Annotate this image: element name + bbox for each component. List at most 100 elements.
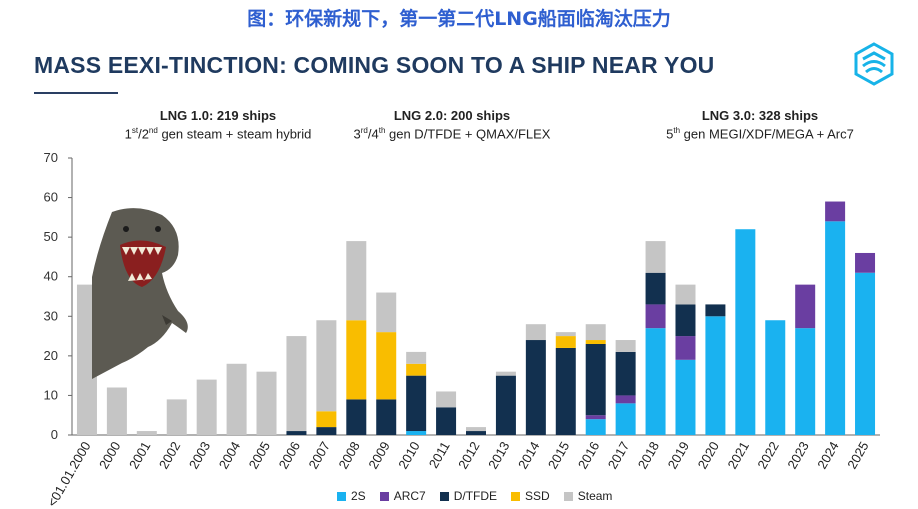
bar-steam <box>555 332 576 337</box>
x-tick-label: 2025 <box>844 439 871 472</box>
x-tick-label: 2020 <box>695 439 722 472</box>
x-tick-label: 2006 <box>276 439 303 472</box>
y-tick-label: 60 <box>44 190 58 205</box>
y-tick-label: 70 <box>44 150 58 165</box>
x-tick-label: 2013 <box>485 439 512 472</box>
bar-arc7 <box>825 201 846 222</box>
generation-title: LNG 1.0: 219 ships <box>159 108 277 123</box>
bar-2s <box>795 328 816 435</box>
bar-steam <box>196 379 217 435</box>
bar-2s <box>705 316 726 435</box>
legend-label: 2S <box>351 489 366 503</box>
dinosaur-illustration <box>92 208 188 379</box>
bar-d-tfde <box>705 304 726 317</box>
y-tick-label: 40 <box>44 269 58 284</box>
bar-ssd <box>585 340 606 344</box>
bar-d-tfde <box>555 347 576 435</box>
legend-label: SSD <box>525 489 550 503</box>
x-tick-label: 2019 <box>665 439 692 472</box>
bar-2s <box>765 320 786 435</box>
bar-steam <box>106 387 127 435</box>
bar-steam <box>675 284 696 305</box>
bar-2s <box>855 272 876 435</box>
bar-steam <box>525 324 546 341</box>
bar-steam <box>406 351 427 364</box>
x-tick-label: 2016 <box>575 439 602 472</box>
x-tick-label: 2004 <box>216 439 243 472</box>
y-tick-label: 30 <box>44 308 58 323</box>
bar-steam <box>256 371 277 435</box>
bar-d-tfde <box>645 272 666 305</box>
generation-title: LNG 3.0: 328 ships <box>701 108 819 123</box>
bar-arc7 <box>795 284 816 329</box>
company-logo-icon <box>854 42 894 86</box>
title-underline <box>34 92 118 94</box>
bar-steam <box>76 284 97 435</box>
legend-item: D/TFDE <box>439 489 498 503</box>
bar-2s <box>675 359 696 435</box>
bar-2s <box>735 229 756 435</box>
bar-steam <box>136 431 157 435</box>
bar-steam <box>226 363 247 435</box>
bar-ssd <box>376 332 397 400</box>
x-tick-label: 2022 <box>754 439 781 472</box>
bar-2s <box>645 328 666 435</box>
x-tick-label: <01.01.2000 <box>44 439 93 509</box>
x-tick-label: 2011 <box>426 439 453 471</box>
legend-label: Steam <box>577 489 613 503</box>
bar-steam <box>645 241 666 273</box>
bar-ssd <box>316 411 337 428</box>
x-tick-label: 2024 <box>814 439 841 472</box>
bar-d-tfde <box>436 407 457 435</box>
bar-steam <box>286 336 307 432</box>
x-tick-label: 2008 <box>335 439 362 472</box>
bar-steam <box>495 371 516 376</box>
bar-d-tfde <box>316 427 337 435</box>
bar-steam <box>316 320 337 412</box>
legend-swatch <box>337 491 346 501</box>
x-tick-label: 2001 <box>126 439 153 472</box>
bar-2s <box>615 403 636 435</box>
bar-d-tfde <box>286 431 307 435</box>
generation-title: LNG 2.0: 200 ships <box>393 108 511 123</box>
bar-arc7 <box>585 415 606 420</box>
y-tick-label: 10 <box>44 387 58 402</box>
x-tick-label: 2021 <box>724 439 751 472</box>
x-tick-label: 2000 <box>96 439 123 472</box>
generation-label-lng3: LNG 3.0: 328 ships 5th gen MEGI/XDF/MEGA… <box>630 108 890 141</box>
x-tick-label: 2017 <box>605 439 632 472</box>
bar-d-tfde <box>525 340 546 435</box>
chart-title: MASS EEXI-TINCTION: COMING SOON TO A SHI… <box>34 52 715 78</box>
bar-steam <box>436 391 457 408</box>
x-tick-label: 2002 <box>156 439 183 472</box>
legend-swatch <box>511 491 521 501</box>
chart-legend: 2S ARC7 D/TFDE SSD Steam <box>337 489 612 503</box>
y-tick-label: 20 <box>44 348 58 363</box>
generation-label-lng1: LNG 1.0: 219 ships 1st/2nd gen steam + s… <box>88 108 348 141</box>
bar-steam <box>346 241 367 321</box>
x-tick-label: 2009 <box>365 439 392 472</box>
bar-arc7 <box>645 304 666 329</box>
bar-d-tfde <box>615 351 636 396</box>
generation-label-lng2: LNG 2.0: 200 ships 3rd/4th gen D/TFDE + … <box>322 108 582 141</box>
bar-d-tfde <box>495 375 516 435</box>
legend-label: ARC7 <box>393 489 426 503</box>
x-tick-label: 2014 <box>515 439 542 472</box>
x-tick-label: 2023 <box>784 439 811 472</box>
generation-subtitle: 1st/2nd gen steam + steam hybrid <box>124 126 312 142</box>
bar-ssd <box>346 320 367 400</box>
legend-item: ARC7 <box>379 489 426 503</box>
chinese-caption: 图：环保新规下，第一第二代LNG船面临淘汰压力 <box>247 8 671 30</box>
legend-label: D/TFDE <box>453 489 498 503</box>
generation-subtitle: 5th gen MEGI/XDF/MEGA + Arc7 <box>666 126 854 142</box>
legend-item: Steam <box>563 489 613 503</box>
legend-item: SSD <box>511 489 550 503</box>
x-tick-label: 2005 <box>246 439 273 472</box>
bar-d-tfde <box>466 431 486 435</box>
x-tick-label: 2018 <box>635 439 662 472</box>
y-tick-label: 0 <box>51 427 58 442</box>
legend-swatch <box>563 491 573 501</box>
bar-d-tfde <box>585 343 606 416</box>
bar-steam <box>376 292 397 333</box>
bar-d-tfde <box>376 399 397 435</box>
